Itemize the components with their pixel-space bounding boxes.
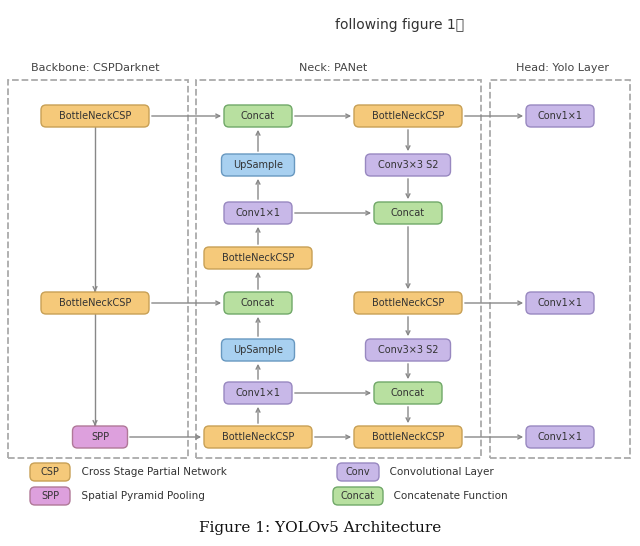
- Text: Backbone: CSPDarknet: Backbone: CSPDarknet: [31, 63, 159, 73]
- FancyBboxPatch shape: [354, 292, 462, 314]
- Text: Conv1×1: Conv1×1: [538, 111, 582, 121]
- Bar: [8, 80, 188, 458]
- FancyBboxPatch shape: [221, 154, 294, 176]
- FancyBboxPatch shape: [41, 292, 149, 314]
- Text: Concatenate Function: Concatenate Function: [387, 491, 508, 501]
- Text: Concat: Concat: [341, 491, 375, 501]
- FancyBboxPatch shape: [526, 292, 594, 314]
- Text: BottleNeckCSP: BottleNeckCSP: [372, 298, 444, 308]
- FancyBboxPatch shape: [333, 487, 383, 505]
- FancyBboxPatch shape: [354, 105, 462, 127]
- Text: BottleNeckCSP: BottleNeckCSP: [59, 298, 131, 308]
- Text: following figure 1：: following figure 1：: [335, 18, 465, 32]
- FancyBboxPatch shape: [526, 426, 594, 448]
- Text: Convolutional Layer: Convolutional Layer: [383, 467, 493, 477]
- FancyBboxPatch shape: [30, 487, 70, 505]
- Bar: [196, 80, 481, 458]
- Text: Conv1×1: Conv1×1: [538, 432, 582, 442]
- Text: Conv1×1: Conv1×1: [538, 298, 582, 308]
- Text: Figure 1: YOLOv5 Architecture: Figure 1: YOLOv5 Architecture: [199, 521, 441, 535]
- Text: Spatial Pyramid Pooling: Spatial Pyramid Pooling: [75, 491, 205, 501]
- FancyBboxPatch shape: [365, 154, 451, 176]
- Text: Conv3×3 S2: Conv3×3 S2: [378, 345, 438, 355]
- FancyBboxPatch shape: [374, 382, 442, 404]
- FancyBboxPatch shape: [365, 339, 451, 361]
- Text: Neck: PANet: Neck: PANet: [299, 63, 367, 73]
- Text: Conv1×1: Conv1×1: [236, 208, 280, 218]
- Text: BottleNeckCSP: BottleNeckCSP: [222, 253, 294, 263]
- FancyBboxPatch shape: [72, 426, 127, 448]
- Text: UpSample: UpSample: [233, 160, 283, 170]
- Text: BottleNeckCSP: BottleNeckCSP: [59, 111, 131, 121]
- FancyBboxPatch shape: [354, 426, 462, 448]
- Text: BottleNeckCSP: BottleNeckCSP: [372, 432, 444, 442]
- Bar: [490, 80, 630, 458]
- Text: SPP: SPP: [91, 432, 109, 442]
- Text: BottleNeckCSP: BottleNeckCSP: [372, 111, 444, 121]
- Text: Concat: Concat: [241, 111, 275, 121]
- Text: CSP: CSP: [40, 467, 60, 477]
- FancyBboxPatch shape: [526, 105, 594, 127]
- FancyBboxPatch shape: [224, 292, 292, 314]
- FancyBboxPatch shape: [204, 426, 312, 448]
- FancyBboxPatch shape: [221, 339, 294, 361]
- Text: UpSample: UpSample: [233, 345, 283, 355]
- FancyBboxPatch shape: [30, 463, 70, 481]
- FancyBboxPatch shape: [41, 105, 149, 127]
- Text: SPP: SPP: [41, 491, 59, 501]
- Text: Concat: Concat: [391, 388, 425, 398]
- Text: Cross Stage Partial Network: Cross Stage Partial Network: [75, 467, 227, 477]
- FancyBboxPatch shape: [374, 202, 442, 224]
- Text: BottleNeckCSP: BottleNeckCSP: [222, 432, 294, 442]
- Text: Head: Yolo Layer: Head: Yolo Layer: [515, 63, 609, 73]
- Text: Conv1×1: Conv1×1: [236, 388, 280, 398]
- Text: Concat: Concat: [241, 298, 275, 308]
- FancyBboxPatch shape: [337, 463, 379, 481]
- Text: Conv3×3 S2: Conv3×3 S2: [378, 160, 438, 170]
- FancyBboxPatch shape: [204, 247, 312, 269]
- FancyBboxPatch shape: [224, 202, 292, 224]
- Text: Concat: Concat: [391, 208, 425, 218]
- FancyBboxPatch shape: [224, 105, 292, 127]
- Text: Conv: Conv: [346, 467, 371, 477]
- FancyBboxPatch shape: [224, 382, 292, 404]
